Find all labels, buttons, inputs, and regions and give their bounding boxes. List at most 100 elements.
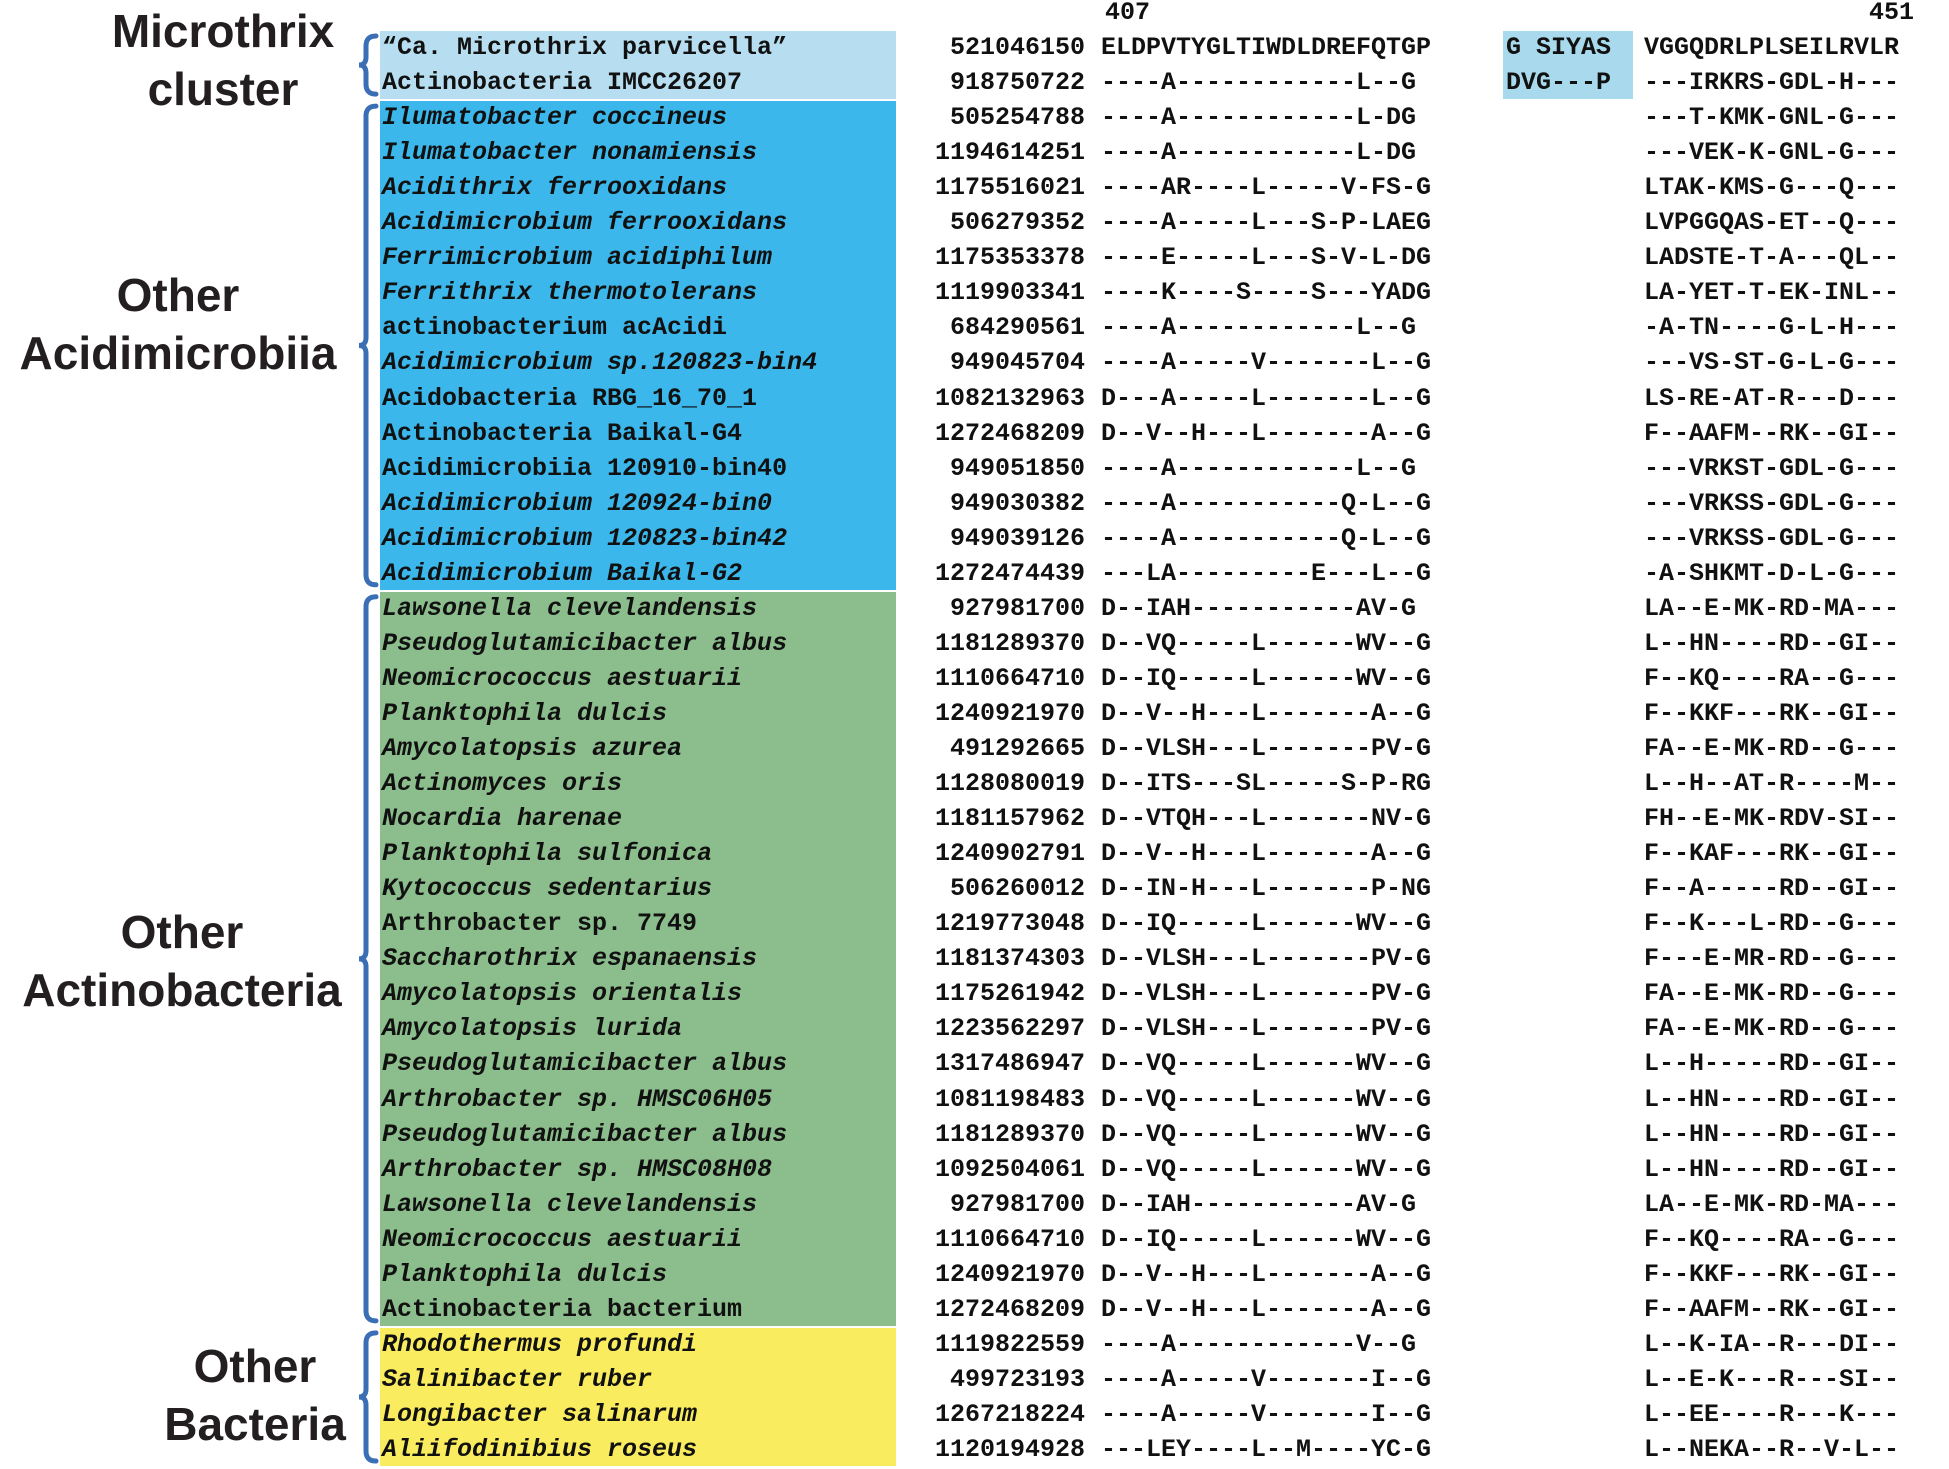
group-bracket (358, 33, 379, 97)
alignment-segment-a: D--V--H---L-------A--G (1101, 839, 1432, 869)
gi-number: 1081198483 (934, 1084, 1085, 1114)
gi-number: 927981700 (949, 1189, 1085, 1219)
species-name: Acidobacteria RBG_16_70_1 (382, 383, 758, 413)
species-name: Acidimicrobium ferrooxidans (382, 208, 788, 238)
gi-number: 1240921970 (934, 698, 1085, 728)
gi-number: 1272474439 (934, 558, 1085, 588)
group-bracket (358, 103, 379, 588)
species-name: Planktophila sulfonica (382, 839, 713, 869)
gi-number: 949045704 (949, 348, 1085, 378)
gi-number: 1120194928 (934, 1435, 1085, 1464)
species-name: Nocardia harenae (382, 804, 623, 834)
species-name: Amycolatopsis lurida (382, 1014, 683, 1044)
gi-number: 521046150 (949, 33, 1085, 62)
species-name: Arthrobacter sp. HMSC08H08 (382, 1154, 773, 1184)
alignment-segment-a: ----A-----V-------I--G (1101, 1399, 1432, 1429)
species-name: Longibacter salinarum (382, 1399, 698, 1429)
alignment-segment-a: ----A-----------Q-L--G (1101, 488, 1432, 518)
species-name: “Ca. Microthrix parvicella” (382, 33, 788, 62)
alignment-segment-c: ---VS-ST-G-L-G--- (1644, 348, 1900, 378)
species-name: Neomicrococcus aestuarii (382, 1224, 743, 1254)
alignment-segment-c: F--KQ----RA--G--- (1644, 1224, 1900, 1254)
species-name: actinobacterium acAcidi (382, 313, 728, 343)
species-name: Planktophila dulcis (382, 698, 668, 728)
alignment-segment-a: D--VQ-----L------WV--G (1101, 628, 1432, 658)
alignment-segment-c: FA--E-MK-RD--G--- (1644, 979, 1900, 1009)
group-label-actinobacteria: Other Actinobacteria (6, 903, 358, 1019)
alignment-segment-a: D--V--H---L-------A--G (1101, 418, 1432, 448)
species-name: Aliifodinibius roseus (382, 1435, 698, 1464)
species-name: Acidimicrobium sp.120823-bin4 (382, 348, 818, 378)
gi-number: 949030382 (949, 488, 1085, 518)
gi-number: 1267218224 (934, 1399, 1085, 1429)
species-name: Saccharothrix espanaensis (382, 944, 758, 974)
alignment-segment-a: D--IAH-----------AV-G (1101, 1189, 1417, 1219)
species-name: Kytococcus sedentarius (382, 874, 713, 904)
gi-number: 949039126 (949, 523, 1085, 553)
species-name: Lawsonella clevelandensis (382, 1189, 758, 1219)
species-name: Ferrithrix thermotolerans (382, 278, 758, 308)
gi-number: 1240921970 (934, 1259, 1085, 1289)
species-name: Pseudoglutamicibacter albus (382, 1119, 788, 1149)
alignment-segment-c: F--K---L-RD--G--- (1644, 909, 1900, 939)
alignment-segment-c: LTAK-KMS-G---Q--- (1644, 173, 1900, 203)
alignment-segment-a: D--VLSH---L-------PV-G (1101, 1014, 1432, 1044)
alignment-segment-c: ---IRKRS-GDL-H--- (1644, 68, 1900, 98)
gi-number: 1110664710 (934, 1224, 1085, 1254)
alignment-segment-a: ----A------------L--G (1101, 68, 1417, 98)
alignment-segment-c: L--HN----RD--GI-- (1644, 1154, 1900, 1184)
alignment-segment-a: ----A-----------Q-L--G (1101, 523, 1432, 553)
alignment-segment-c: L--K-IA--R---DI-- (1644, 1329, 1900, 1359)
alignment-segment-c: LA--E-MK-RD-MA--- (1644, 1189, 1900, 1219)
alignment-segment-a: ----A------------L--G (1101, 313, 1417, 343)
species-name: Ilumatobacter nonamiensis (382, 138, 758, 168)
alignment-segment-c: F--KAF---RK--GI-- (1644, 839, 1900, 869)
species-name: Rhodothermus profundi (382, 1329, 698, 1359)
species-name: Neomicrococcus aestuarii (382, 663, 743, 693)
gi-number: 1181289370 (934, 628, 1085, 658)
gi-number: 1082132963 (934, 383, 1085, 413)
alignment-segment-c: L--HN----RD--GI-- (1644, 1084, 1900, 1114)
alignment-insert-segment: G SIYAS (1506, 33, 1612, 62)
group-background-block (380, 1327, 896, 1467)
alignment-segment-c: ---VRKST-GDL-G--- (1644, 453, 1900, 483)
gi-number: 1240902791 (934, 839, 1085, 869)
gi-number: 1119822559 (934, 1329, 1085, 1359)
alignment-segment-a: D--IQ-----L------WV--G (1101, 1224, 1432, 1254)
alignment-segment-a: ----A-----L---S-P-LAEG (1101, 208, 1432, 238)
alignment-segment-c: ---T-KMK-GNL-G--- (1644, 103, 1900, 133)
alignment-segment-c: ---VEK-K-GNL-G--- (1644, 138, 1900, 168)
species-name: Arthrobacter sp. 7749 (382, 909, 698, 939)
group-label-line: Acidimicrobiia (19, 327, 337, 379)
alignment-segment-a: ----K----S----S---YADG (1101, 278, 1432, 308)
group-label-line: cluster (147, 63, 299, 115)
alignment-segment-a: D--V--H---L-------A--G (1101, 1294, 1432, 1324)
species-name: Acidimicrobium Baikal-G2 (382, 558, 743, 588)
group-label-acidimicrobiia: Other Acidimicrobiia (2, 266, 354, 382)
alignment-segment-a: ----A-----V-------L--G (1101, 348, 1432, 378)
species-name: Amycolatopsis azurea (382, 734, 683, 763)
alignment-segment-a: ----E-----L---S-V-L-DG (1101, 243, 1432, 273)
species-name: Arthrobacter sp. HMSC06H05 (382, 1084, 773, 1114)
gi-number: 927981700 (949, 593, 1085, 623)
alignment-insert-segment: DVG---P (1506, 68, 1612, 98)
species-name: Actinobacteria IMCC26207 (382, 68, 743, 98)
group-label-microthrix: Microthrix cluster (97, 2, 349, 118)
alignment-segment-a: D--IN-H---L-------P-NG (1101, 874, 1432, 904)
alignment-segment-a: D--VLSH---L-------PV-G (1101, 944, 1432, 974)
alignment-segment-a: ----A------------V--G (1101, 1329, 1417, 1359)
group-background-block (380, 31, 896, 100)
gi-number: 918750722 (949, 68, 1085, 98)
gi-number: 505254788 (949, 103, 1085, 133)
alignment-segment-a: ----A------------L--G (1101, 453, 1417, 483)
alignment-segment-a: D--V--H---L-------A--G (1101, 698, 1432, 728)
alignment-segment-c: F---E-MR-RD--G--- (1644, 944, 1900, 974)
species-name: Acidimicrobium 120823-bin42 (382, 523, 788, 553)
gi-number: 1223562297 (934, 1014, 1085, 1044)
alignment-segment-a: D--VQ-----L------WV--G (1101, 1084, 1432, 1114)
alignment-segment-a: ----A------------L-DG (1101, 103, 1417, 133)
gi-number: 1219773048 (934, 909, 1085, 939)
group-label-line: Other (116, 269, 240, 321)
